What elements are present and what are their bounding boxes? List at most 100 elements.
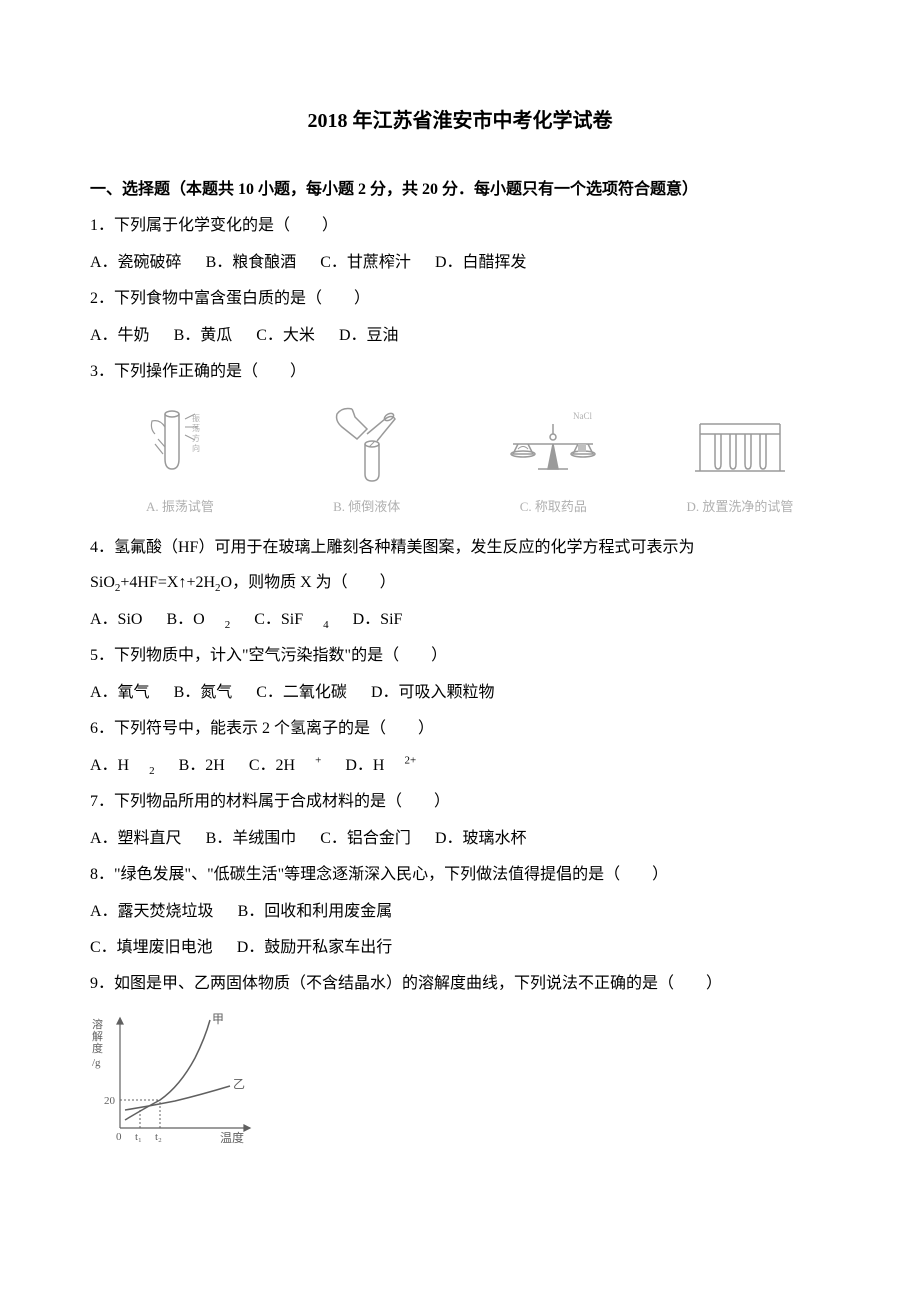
svg-text:向: 向 [192, 443, 200, 453]
question-7: 7．下列物品所用的材料属于合成材料的是（ ） A．塑料直尺 B．羊绒围巾 C．铝… [90, 785, 830, 856]
q4-option-d: D．SiF [353, 611, 403, 628]
q9-stem: 9．如图是甲、乙两固体物质（不含结晶水）的溶解度曲线，下列说法不正确的是（ ） [90, 967, 830, 1001]
q1-option-d: D．白醋挥发 [435, 254, 527, 271]
q6-option-d: D．H 2+ [345, 757, 416, 774]
q2-option-b: B．黄瓜 [174, 327, 233, 344]
q5-option-c: C．二氧化碳 [256, 684, 347, 701]
y-axis-label-3: 度 [92, 1041, 103, 1055]
q4-formula-part: SiO [90, 574, 115, 591]
y-axis-label-1: 溶 [92, 1017, 103, 1031]
figure-c-caption: C. 称取药品 [520, 493, 587, 521]
series-label-jia: 甲 [212, 1012, 224, 1026]
figure-a-caption: A. 振荡试管 [146, 493, 214, 521]
q4b-text: B．O [166, 611, 204, 628]
question-8: 8．"绿色发展"、"低碳生活"等理念逐渐深入民心，下列做法值得提倡的是（ ） A… [90, 858, 830, 965]
svg-text:荡: 荡 [192, 423, 200, 433]
section-header: 一、选择题（本题共 10 小题，每小题 2 分，共 20 分．每小题只有一个选项… [90, 173, 830, 207]
q4b-sub: 2 [225, 619, 231, 631]
figure-b: B. 倾倒液体 [287, 399, 447, 521]
q5-option-b: B．氮气 [174, 684, 233, 701]
q6-option-b: B．2H [179, 757, 225, 774]
q2-option-c: C．大米 [256, 327, 315, 344]
page-title: 2018 年江苏省淮安市中考化学试卷 [90, 100, 830, 143]
q1-stem: 1．下列属于化学变化的是（ ） [90, 209, 830, 243]
q8-stem: 8．"绿色发展"、"低碳生活"等理念逐渐深入民心，下列做法值得提倡的是（ ） [90, 858, 830, 892]
q6d-sup: 2+ [404, 754, 416, 766]
q4-line1: 4．氢氟酸（HF）可用于在玻璃上雕刻各种精美图案，发生反应的化学方程式可表示为 [90, 531, 830, 565]
q6a-text: A．H [90, 757, 129, 774]
q2-option-d: D．豆油 [339, 327, 399, 344]
q8-option-c: C．填埋废旧电池 [90, 939, 213, 956]
q7-stem: 7．下列物品所用的材料属于合成材料的是（ ） [90, 785, 830, 819]
q3-stem: 3．下列操作正确的是（ ） [90, 355, 830, 389]
q6c-text: C．2H [249, 757, 295, 774]
q4-option-a: A．SiO [90, 611, 142, 628]
q4-options: A．SiO B．O 2 C．SiF 4 D．SiF [90, 603, 830, 638]
svg-text:方: 方 [192, 433, 200, 443]
q8-option-b: B．回收和利用废金属 [238, 903, 393, 920]
figure-b-caption: B. 倾倒液体 [333, 493, 400, 521]
q7-option-c: C．铝合金门 [320, 830, 411, 847]
figure-c: NaCl C. 称取药品 [473, 399, 633, 521]
q7-option-a: A．塑料直尺 [90, 830, 182, 847]
q1-option-a: A．瓷碗破碎 [90, 254, 182, 271]
q6d-text: D．H [345, 757, 384, 774]
q6a-sub: 2 [149, 765, 155, 777]
svg-text:NaCl: NaCl [573, 411, 592, 421]
q7-option-b: B．羊绒围巾 [206, 830, 297, 847]
q8-option-d: D．鼓励开私家车出行 [237, 939, 393, 956]
solubility-curve-icon: 溶 解 度 /g 20 0 t₁ t₂ 温度 甲 乙 [90, 1008, 260, 1148]
question-2: 2．下列食物中富含蛋白质的是（ ） A．牛奶 B．黄瓜 C．大米 D．豆油 [90, 282, 830, 353]
solubility-chart: 溶 解 度 /g 20 0 t₁ t₂ 温度 甲 乙 [90, 1008, 830, 1161]
q4c-sub: 4 [323, 619, 329, 631]
q4-option-c: C．SiF 4 [254, 611, 328, 628]
y-axis-unit: /g [92, 1057, 101, 1069]
q1-option-b: B．粮食酿酒 [206, 254, 297, 271]
q6-option-a: A．H 2 [90, 757, 155, 774]
series-label-yi: 乙 [233, 1077, 245, 1091]
question-9: 9．如图是甲、乙两固体物质（不含结晶水）的溶解度曲线，下列说法不正确的是（ ） … [90, 967, 830, 1161]
q4c-text: C．SiF [254, 611, 303, 628]
q6-option-c: C．2H + [249, 757, 321, 774]
q5-option-a: A．氧气 [90, 684, 150, 701]
q3-figures: 振 荡 方 向 A. 振荡试管 B. 倾倒液体 [90, 399, 830, 521]
q4-formula-part: O，则物质 X 为（ ） [221, 574, 396, 591]
q8-option-a: A．露天焚烧垃圾 [90, 903, 214, 920]
q4-formula-part: +4HF=X↑+2H [120, 574, 215, 591]
figure-d-caption: D. 放置洗净的试管 [687, 493, 794, 521]
q5-stem: 5．下列物质中，计入"空气污染指数"的是（ ） [90, 639, 830, 673]
q4-line2: SiO2+4HF=X↑+2H2O，则物质 X 为（ ） [90, 566, 830, 601]
svg-text:振: 振 [192, 413, 200, 423]
q7-options: A．塑料直尺 B．羊绒围巾 C．铝合金门 D．玻璃水杯 [90, 822, 830, 856]
q6c-sup: + [315, 754, 321, 766]
q2-options: A．牛奶 B．黄瓜 C．大米 D．豆油 [90, 319, 830, 353]
q8-options-row2: C．填埋废旧电池 D．鼓励开私家车出行 [90, 931, 830, 965]
test-tube-shake-icon: 振 荡 方 向 [130, 399, 230, 489]
q6-options: A．H 2 B．2H C．2H + D．H 2+ [90, 749, 830, 784]
figure-a: 振 荡 方 向 A. 振荡试管 [100, 399, 260, 521]
q5-option-d: D．可吸入颗粒物 [371, 684, 495, 701]
q1-options: A．瓷碗破碎 B．粮食酿酒 C．甘蔗榨汁 D．白醋挥发 [90, 246, 830, 280]
question-5: 5．下列物质中，计入"空气污染指数"的是（ ） A．氧气 B．氮气 C．二氧化碳… [90, 639, 830, 710]
test-tube-rack-icon [680, 399, 800, 489]
q7-option-d: D．玻璃水杯 [435, 830, 527, 847]
question-1: 1．下列属于化学变化的是（ ） A．瓷碗破碎 B．粮食酿酒 C．甘蔗榨汁 D．白… [90, 209, 830, 280]
x-tick-t1: t₁ [135, 1131, 142, 1143]
q8-options-row1: A．露天焚烧垃圾 B．回收和利用废金属 [90, 895, 830, 929]
y-axis-label-2: 解 [92, 1029, 103, 1043]
question-3: 3．下列操作正确的是（ ） 振 荡 方 向 A. 振荡试管 [90, 355, 830, 521]
question-4: 4．氢氟酸（HF）可用于在玻璃上雕刻各种精美图案，发生反应的化学方程式可表示为 … [90, 531, 830, 637]
question-6: 6．下列符号中，能表示 2 个氢离子的是（ ） A．H 2 B．2H C．2H + … [90, 712, 830, 783]
pour-liquid-icon [317, 399, 417, 489]
y-tick-label: 20 [104, 1095, 116, 1107]
balance-scale-icon: NaCl [493, 399, 613, 489]
origin-label: 0 [116, 1131, 122, 1143]
q2-stem: 2．下列食物中富含蛋白质的是（ ） [90, 282, 830, 316]
q5-options: A．氧气 B．氮气 C．二氧化碳 D．可吸入颗粒物 [90, 676, 830, 710]
q4-option-b: B．O 2 [166, 611, 230, 628]
q6-stem: 6．下列符号中，能表示 2 个氢离子的是（ ） [90, 712, 830, 746]
x-tick-t2: t₂ [155, 1131, 162, 1143]
q2-option-a: A．牛奶 [90, 327, 150, 344]
figure-d: D. 放置洗净的试管 [660, 399, 820, 521]
x-axis-label: 温度 [220, 1130, 244, 1145]
